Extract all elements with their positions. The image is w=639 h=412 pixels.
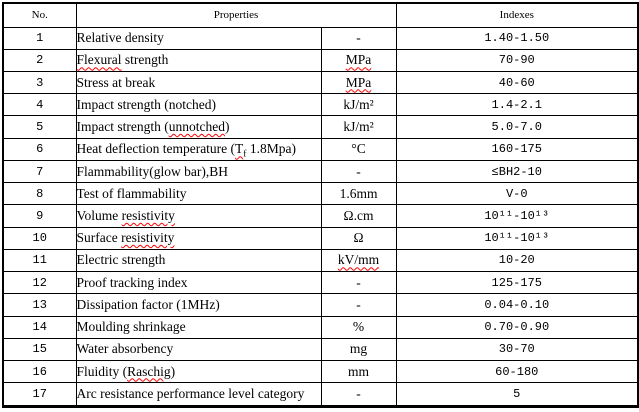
row-number: 14 [2,315,77,339]
table-row: 3 Stress at break MPa 40-60 [2,70,639,95]
row-number: 16 [2,360,77,384]
row-number: 8 [2,182,77,206]
index-value: 125-175 [395,271,639,295]
property-unit: °C [320,137,397,161]
table-row: 15 Water absorbency mg 30-70 [2,337,639,362]
index-value: 0.04-0.10 [395,293,639,317]
index-value: 5 [395,382,639,407]
row-number: 1 [2,26,77,50]
header-row: No. Properties Indexes [2,2,639,28]
column-header-properties: Properties [75,2,397,28]
index-value: 0.70-0.90 [395,315,639,339]
table-row: 17 Arc resistance performance level categ… [2,382,639,407]
table-row: 10 Surface resistivity Ω 10¹¹-10¹³ [2,226,639,250]
table-body: 1 Relative density -1.40-1.50 2 Flexural str… [2,26,639,407]
property-name: Arc resistance performance level categor… [75,382,322,407]
row-number: 7 [2,159,77,184]
property-name: Impact strength (unnotched) [75,115,322,139]
index-value: V-0 [395,182,639,206]
property-name: Flexural strength [75,48,322,72]
property-unit: mm [320,360,397,384]
table-row: 4 Impact strength (notched) kJ/m² 1.4-2.1 [2,93,639,117]
property-name: Dissipation factor (1MHz) [75,293,322,317]
property-unit: - [320,26,397,50]
property-unit: kJ/m² [320,115,397,139]
property-name: Stress at break [75,70,322,95]
property-unit: mg [320,337,397,362]
row-number: 3 [2,70,77,95]
property-name: Volume resistivity [75,204,322,228]
property-name: Water absorbency [75,337,322,362]
property-unit: - [320,271,397,295]
property-name: Heat deflection temperature (Tf 1.8Mpa) [75,137,322,161]
index-value: 5.0-7.0 [395,115,639,139]
row-number: 5 [2,115,77,139]
property-name: Moulding shrinkage [75,315,322,339]
table-row: 16 Fluidity (Raschig) mm 60-180 [2,360,639,384]
property-unit: kV/mm [320,248,397,273]
row-number: 2 [2,48,77,72]
property-unit: Ω.cm [320,204,397,228]
index-value: 10¹¹-10¹³ [395,204,639,228]
property-unit: 1.6mm [320,182,397,206]
property-unit: - [320,382,397,407]
property-unit: % [320,315,397,339]
row-number: 10 [2,226,77,250]
index-value: 10-20 [395,248,639,273]
table-row: 9 Volume resistivity Ω.cm 10¹¹-10¹³ [2,204,639,228]
property-name: Proof tracking index [75,271,322,295]
index-value: ≤BH2-10 [395,159,639,184]
table-row: 12 Proof tracking index -125-175 [2,271,639,295]
property-name: Test of flammability [75,182,322,206]
table-row: 8 Test of flammability 1.6mm V-0 [2,182,639,206]
property-unit: MPa [320,70,397,95]
row-number: 9 [2,204,77,228]
property-name: Electric strength [75,248,322,273]
index-value: 40-60 [395,70,639,95]
index-value: 70-90 [395,48,639,72]
table-row: 13 Dissipation factor (1MHz) -0.04-0.10 [2,293,639,317]
property-unit: MPa [320,48,397,72]
table-row: 1 Relative density -1.40-1.50 [2,26,639,50]
index-value: 10¹¹-10¹³ [395,226,639,250]
column-header-indexes: Indexes [395,2,639,28]
index-value: 1.4-2.1 [395,93,639,117]
row-number: 13 [2,293,77,317]
column-header-no: No. [2,2,77,28]
index-value: 160-175 [395,137,639,161]
row-number: 15 [2,337,77,362]
table-row: 14 Moulding shrinkage% 0.70-0.90 [2,315,639,339]
table-row: 5 Impact strength (unnotched) kJ/m² 5.0-7.0 [2,115,639,139]
property-name: Relative density [75,26,322,50]
property-unit: - [320,293,397,317]
table-row: 11 Electric strength kV/mm 10-20 [2,248,639,273]
property-name: Surface resistivity [75,226,322,250]
index-value: 1.40-1.50 [395,26,639,50]
index-value: 60-180 [395,360,639,384]
property-unit: Ω [320,226,397,250]
table-row: 2 Flexural strength MPa 70-90 [2,48,639,72]
property-unit: kJ/m² [320,93,397,117]
row-number: 4 [2,93,77,117]
property-name: Fluidity (Raschig) [75,360,322,384]
property-name: Impact strength (notched) [75,93,322,117]
property-name: Flammability(glow bar),BH [75,159,322,184]
index-value: 30-70 [395,337,639,362]
row-number: 17 [2,382,77,407]
row-number: 6 [2,137,77,161]
table-row: 7 Flammability(glow bar),BH - ≤BH2-10 [2,159,639,184]
property-unit: - [320,159,397,184]
row-number: 12 [2,271,77,295]
table-row: 6 Heat deflection temperature (Tf 1.8Mpa)… [2,137,639,161]
row-number: 11 [2,248,77,273]
